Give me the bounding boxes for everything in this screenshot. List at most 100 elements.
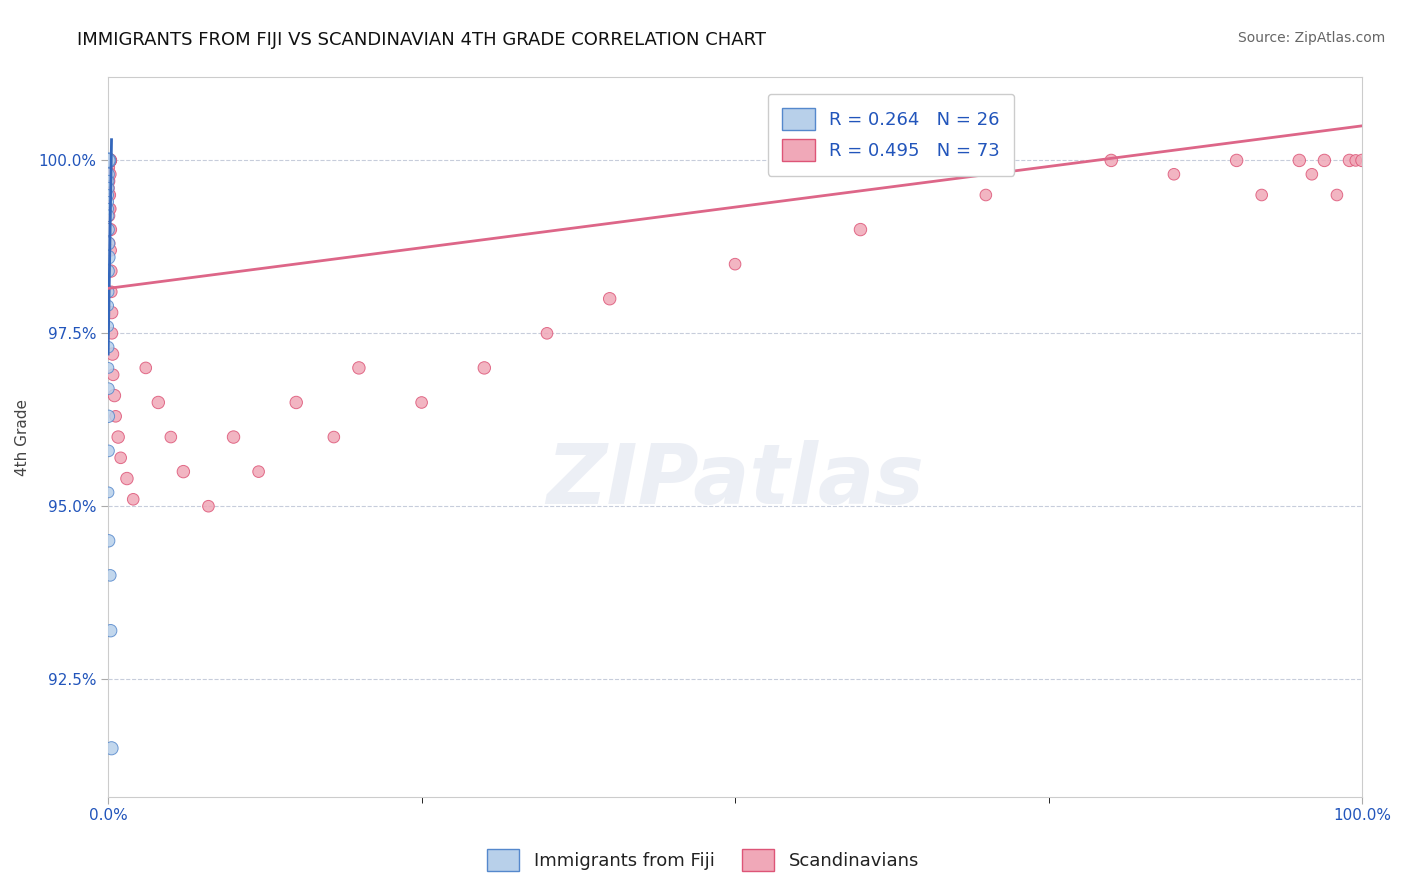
Point bbox=[97, 188, 120, 202]
Point bbox=[97, 299, 120, 313]
Point bbox=[97, 153, 120, 168]
Point bbox=[122, 492, 145, 507]
Point bbox=[98, 153, 121, 168]
Point bbox=[97, 174, 120, 188]
Legend: R = 0.264   N = 26, R = 0.495   N = 73: R = 0.264 N = 26, R = 0.495 N = 73 bbox=[768, 94, 1015, 176]
Point bbox=[98, 188, 121, 202]
Point bbox=[97, 250, 120, 264]
Point bbox=[97, 153, 120, 168]
Point bbox=[97, 181, 120, 195]
Point bbox=[148, 395, 170, 409]
Point bbox=[101, 347, 124, 361]
Text: ZIPatlas: ZIPatlas bbox=[546, 440, 924, 521]
Point bbox=[100, 305, 122, 319]
Point bbox=[1339, 153, 1361, 168]
Point bbox=[97, 264, 120, 278]
Point bbox=[107, 430, 129, 444]
Point bbox=[472, 360, 495, 375]
Point bbox=[97, 167, 120, 181]
Point bbox=[100, 285, 122, 299]
Point bbox=[98, 153, 121, 168]
Point bbox=[1313, 153, 1336, 168]
Point bbox=[97, 202, 120, 216]
Point bbox=[98, 153, 121, 168]
Y-axis label: 4th Grade: 4th Grade bbox=[15, 399, 30, 475]
Point bbox=[135, 360, 157, 375]
Point bbox=[536, 326, 558, 341]
Point bbox=[347, 360, 370, 375]
Point bbox=[285, 395, 308, 409]
Point bbox=[100, 222, 122, 236]
Point bbox=[98, 209, 121, 223]
Point bbox=[197, 500, 219, 514]
Point bbox=[1301, 167, 1323, 181]
Point bbox=[247, 465, 270, 479]
Point bbox=[104, 409, 127, 424]
Point bbox=[849, 222, 872, 236]
Legend: Immigrants from Fiji, Scandinavians: Immigrants from Fiji, Scandinavians bbox=[479, 842, 927, 879]
Point bbox=[97, 209, 120, 223]
Point bbox=[101, 326, 124, 341]
Point bbox=[97, 236, 120, 251]
Point bbox=[98, 153, 121, 168]
Point bbox=[172, 465, 194, 479]
Text: Source: ZipAtlas.com: Source: ZipAtlas.com bbox=[1237, 31, 1385, 45]
Point bbox=[98, 236, 121, 251]
Point bbox=[97, 443, 120, 458]
Point bbox=[97, 188, 120, 202]
Point bbox=[1288, 153, 1310, 168]
Point bbox=[97, 167, 120, 181]
Point bbox=[97, 153, 120, 168]
Point bbox=[97, 340, 120, 354]
Point bbox=[100, 244, 122, 258]
Point bbox=[1163, 167, 1185, 181]
Point bbox=[97, 153, 120, 168]
Point bbox=[1099, 153, 1122, 168]
Point bbox=[98, 153, 121, 168]
Point bbox=[1250, 188, 1272, 202]
Point bbox=[724, 257, 747, 271]
Point bbox=[100, 624, 122, 638]
Point bbox=[411, 395, 433, 409]
Point bbox=[97, 153, 120, 168]
Point bbox=[97, 194, 120, 209]
Point bbox=[1344, 153, 1367, 168]
Point bbox=[97, 161, 120, 175]
Point bbox=[97, 319, 120, 334]
Point bbox=[98, 153, 121, 168]
Point bbox=[97, 174, 120, 188]
Text: IMMIGRANTS FROM FIJI VS SCANDINAVIAN 4TH GRADE CORRELATION CHART: IMMIGRANTS FROM FIJI VS SCANDINAVIAN 4TH… bbox=[77, 31, 766, 49]
Point bbox=[97, 153, 120, 168]
Point bbox=[97, 222, 120, 236]
Point bbox=[97, 174, 120, 188]
Point bbox=[1326, 188, 1348, 202]
Point bbox=[115, 471, 138, 485]
Point bbox=[97, 181, 120, 195]
Point bbox=[1351, 153, 1374, 168]
Point bbox=[103, 388, 125, 402]
Point bbox=[97, 167, 120, 181]
Point bbox=[98, 153, 121, 168]
Point bbox=[97, 382, 120, 396]
Point bbox=[97, 360, 120, 375]
Point bbox=[97, 202, 120, 216]
Point bbox=[100, 741, 122, 756]
Point bbox=[97, 409, 120, 424]
Point bbox=[97, 285, 120, 299]
Point bbox=[98, 222, 121, 236]
Point bbox=[1226, 153, 1249, 168]
Point bbox=[98, 167, 121, 181]
Point bbox=[599, 292, 621, 306]
Point bbox=[98, 153, 121, 168]
Point bbox=[100, 264, 122, 278]
Point bbox=[222, 430, 245, 444]
Point bbox=[97, 153, 120, 168]
Point bbox=[97, 533, 120, 548]
Point bbox=[97, 485, 120, 500]
Point bbox=[974, 188, 997, 202]
Point bbox=[98, 568, 121, 582]
Point bbox=[97, 153, 120, 168]
Point bbox=[97, 153, 120, 168]
Point bbox=[98, 153, 121, 168]
Point bbox=[322, 430, 344, 444]
